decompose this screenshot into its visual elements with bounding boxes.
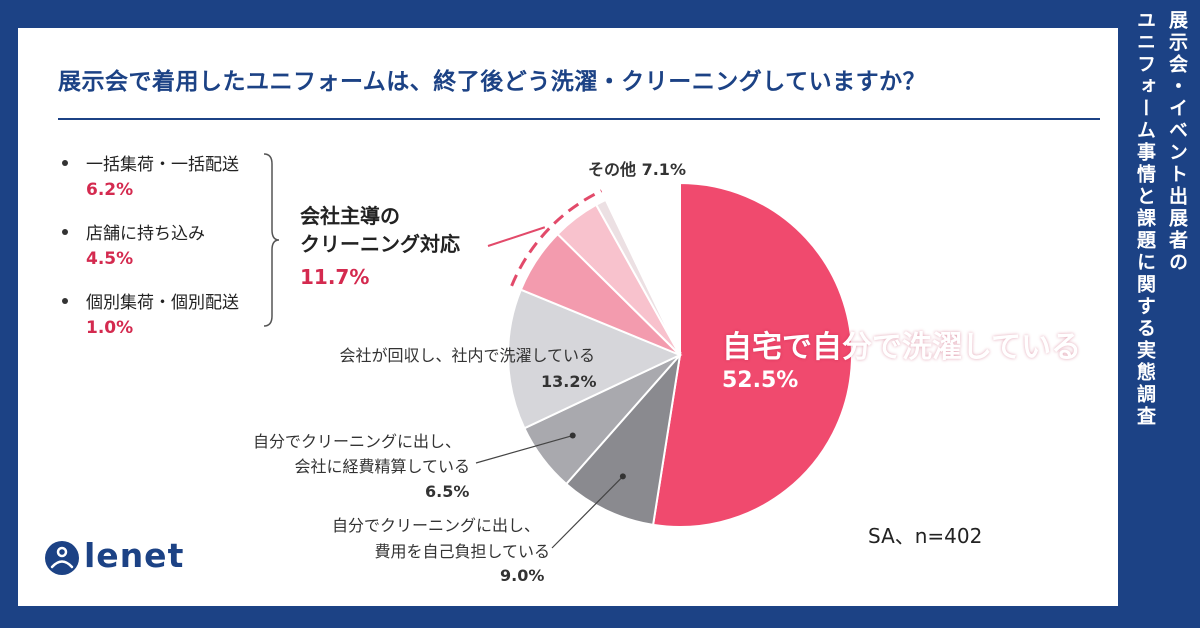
breakdown-item: 個別集荷・個別配送 1.0%	[62, 288, 277, 357]
group-breakdown: 一括集荷・一括配送 6.2% 店舗に持ち込み 4.5% 個別集荷・個別配送 1.…	[62, 150, 277, 357]
breakdown-label: 一括集荷・一括配送	[86, 155, 239, 175]
slice-label-expense-line2: 会社に経費精算している	[294, 457, 470, 476]
breakdown-item: 一括集荷・一括配送 6.2%	[62, 150, 277, 219]
group-label: 会社主導の クリーニング対応	[300, 202, 500, 258]
pie-slice	[604, 181, 681, 356]
brace-icon	[263, 153, 280, 327]
logo-mark-icon	[45, 541, 79, 575]
breakdown-value: 6.2%	[86, 180, 134, 200]
self-pay-leader-line	[551, 475, 624, 549]
pie-slice	[651, 181, 853, 528]
breakdown-value: 1.0%	[86, 318, 134, 338]
self-pay-leader-dot	[619, 473, 626, 480]
side-title-line2: ユニフォーム事情と課題に関する実態調査	[1134, 10, 1156, 428]
group-label-line2: クリーニング対応	[300, 232, 460, 256]
bullet-icon	[62, 229, 68, 235]
slice-value-company-collect: 13.2%	[541, 372, 597, 391]
slice-value-self-wash: 52.5%	[722, 368, 799, 393]
group-connector-line	[487, 226, 546, 247]
pie-slice	[564, 351, 682, 527]
slice-label-self-pay-line2: 費用を自己負担している	[374, 542, 550, 561]
title-divider	[58, 118, 1100, 120]
lenet-logo: lenet	[44, 536, 204, 580]
sample-note: SA、n=402	[868, 524, 983, 548]
breakdown-label: 店舗に持ち込み	[86, 224, 205, 244]
group-dashed-arc	[510, 189, 603, 287]
other-value: 7.1%	[641, 160, 686, 179]
breakdown-value: 4.5%	[86, 249, 134, 269]
chart-title: 展示会で着用したユニフォームは、終了後どう洗濯・クリーニングしていますか？	[58, 69, 927, 95]
slice-label-self-wash: 自宅で自分で洗濯している	[722, 330, 1082, 365]
pie-slice	[507, 288, 683, 430]
other-label: その他	[588, 160, 637, 179]
bullet-icon	[62, 298, 68, 304]
group-value: 11.7%	[300, 265, 370, 289]
group-label-line1: 会社主導の	[300, 204, 400, 228]
side-title: 展示会・イベント出展者の ユニフォーム事情と課題に関する実態調査	[1128, 10, 1194, 620]
side-title-line1: 展示会・イベント出展者の	[1166, 10, 1188, 274]
expense-leader-line	[475, 434, 573, 464]
slice-value-expense: 6.5%	[425, 482, 470, 501]
breakdown-label: 個別集荷・個別配送	[86, 293, 239, 313]
slice-label-other: その他 7.1%	[588, 156, 686, 180]
slice-label-expense-line1: 自分でクリーニングに出し、	[252, 432, 461, 451]
slice-value-self-pay: 9.0%	[500, 566, 545, 585]
breakdown-item: 店舗に持ち込み 4.5%	[62, 219, 277, 288]
slice-label-company-collect: 会社が回収し、社内で洗濯している	[339, 346, 595, 365]
expense-leader-dot	[569, 432, 576, 439]
bullet-icon	[62, 160, 68, 166]
slice-label-self-pay-line1: 自分でクリーニングに出し、	[331, 516, 540, 535]
logo-text: lenet	[84, 536, 185, 575]
